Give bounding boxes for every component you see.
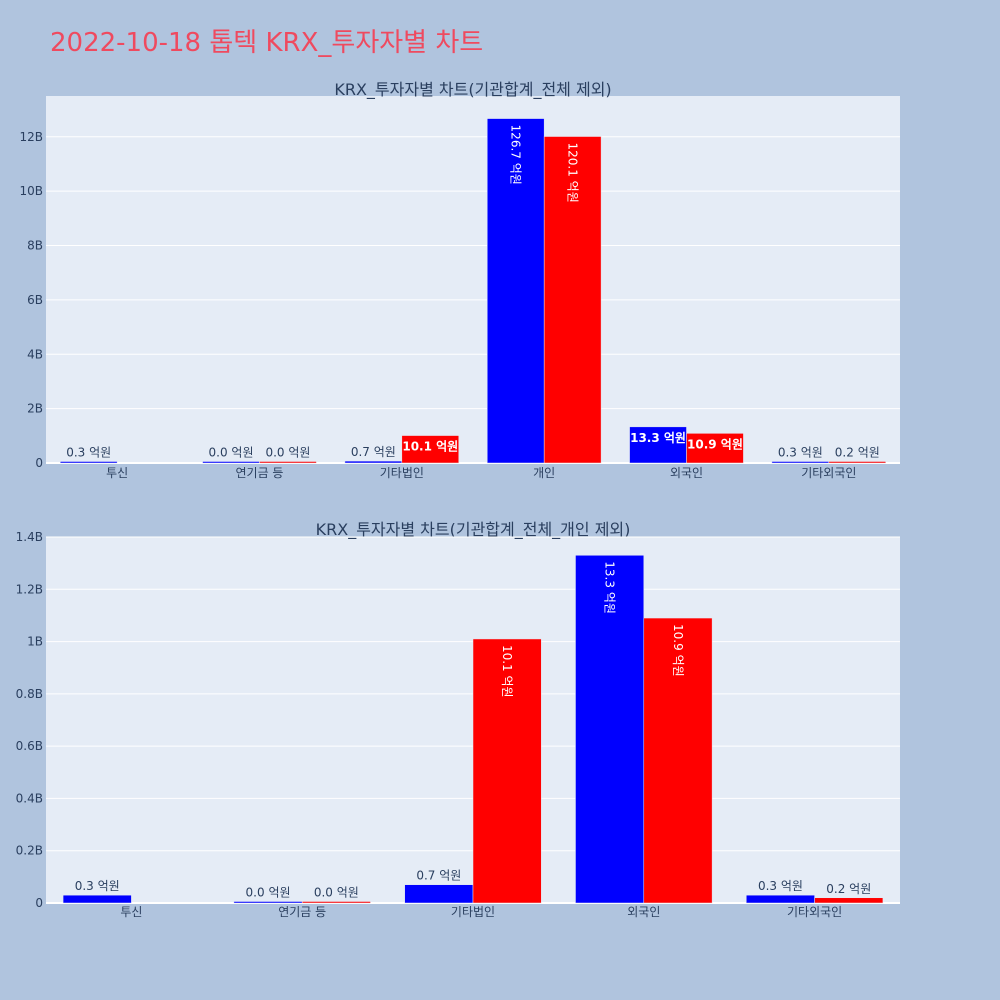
y-tick-label: 0.6B [16,739,43,753]
x-tick-label: 연기금 등 [278,905,326,919]
bar [575,555,645,904]
y-tick-label: 4B [27,347,43,361]
data-label: 120.1 억원 [566,143,580,203]
chart-title: KRX_투자자별 차트(기관합계_전체_개인 제외) [316,520,631,540]
bar [62,894,132,904]
y-tick-label: 12B [19,130,43,144]
x-tick-label: 개인 [533,466,555,480]
data-label: 0.2 억원 [835,446,880,460]
y-tick-label: 1B [27,635,43,649]
data-label: 0.3 억원 [758,879,803,893]
data-label: 0.3 억원 [75,879,120,893]
y-tick-label: 6B [27,293,43,307]
bar [543,136,602,464]
data-label: 0.0 억원 [314,886,359,900]
y-tick-label: 10B [19,184,43,198]
y-tick-label: 2B [27,402,43,416]
data-label: 0.3 억원 [66,446,111,460]
x-tick-label: 기타외국인 [801,466,856,480]
bar [259,461,317,464]
plot-area [46,96,900,463]
x-tick-label: 외국인 [627,905,660,919]
y-tick-label: 8B [27,239,43,253]
data-label: 126.7 억원 [509,125,523,185]
x-tick-label: 기타법인 [451,905,495,919]
x-tick-label: 투신 [106,466,128,480]
page-title: 2022-10-18 톱텍 KRX_투자자별 차트 [50,28,484,58]
y-tick-label: 0.8B [16,687,43,701]
data-label: 10.1 억원 [500,645,514,698]
y-tick-label: 0.2B [16,844,43,858]
data-label: 0.7 억원 [351,445,396,459]
data-label: 0.0 억원 [209,446,254,460]
data-label: 10.1 억원 [402,440,458,454]
bar [401,435,460,464]
chart-title: KRX_투자자별 차트(기관합계_전체 제외) [334,80,611,100]
x-tick-label: 투신 [120,905,142,919]
bar [301,901,371,904]
bar [814,897,884,904]
data-label: 0.2 억원 [826,882,871,896]
bar [59,461,118,464]
bar [643,617,713,904]
data-label: 0.7 억원 [416,869,461,883]
x-tick-label: 기타외국인 [787,905,842,919]
data-label: 13.3 억원 [603,561,617,614]
data-label: 10.9 억원 [687,437,743,451]
y-tick-label: 1.2B [16,582,43,596]
bar [404,884,474,904]
bar [828,461,887,464]
y-tick-label: 0 [35,456,43,470]
data-label: 0.0 억원 [265,446,310,460]
y-tick-label: 0 [35,896,43,910]
data-label: 0.3 억원 [778,446,823,460]
top-bar-chart: KRX_투자자별 차트(기관합계_전체 제외) 0 2B 4B 6B 8B 10B 12B 투… [19,80,900,480]
bar [486,118,545,464]
data-label: 0.0 억원 [246,886,291,900]
data-label: 10.9 억원 [671,624,685,677]
bar [233,901,303,904]
y-tick-label: 1.4B [16,530,43,544]
bar [746,894,815,904]
x-tick-label: 기타법인 [380,466,424,480]
bar [472,638,542,904]
x-tick-label: 연기금 등 [236,466,284,480]
y-tick-label: 0.4B [16,791,43,805]
bottom-bar-chart: KRX_투자자별 차트(기관합계_전체_개인 제외) 0 0.2B 0.4B 0.6B… [16,520,900,919]
data-label: 13.3 억원 [630,431,686,445]
x-tick-label: 외국인 [670,466,703,480]
bar [686,433,744,464]
